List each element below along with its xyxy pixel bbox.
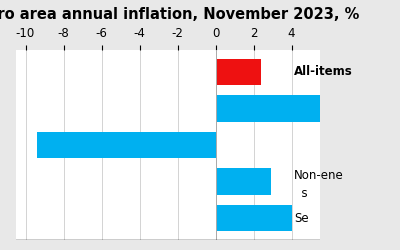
Bar — [216, 205, 292, 231]
Bar — [216, 168, 271, 195]
Text: Se: Se — [294, 212, 309, 224]
Text: s: s — [294, 187, 308, 200]
Text: Non-ene: Non-ene — [294, 168, 344, 181]
Text: All-items: All-items — [294, 66, 353, 78]
Bar — [216, 95, 346, 122]
Title: Euro area annual inflation, November 2023, %: Euro area annual inflation, November 202… — [0, 7, 359, 22]
Bar — [37, 132, 216, 158]
Bar — [216, 59, 261, 85]
